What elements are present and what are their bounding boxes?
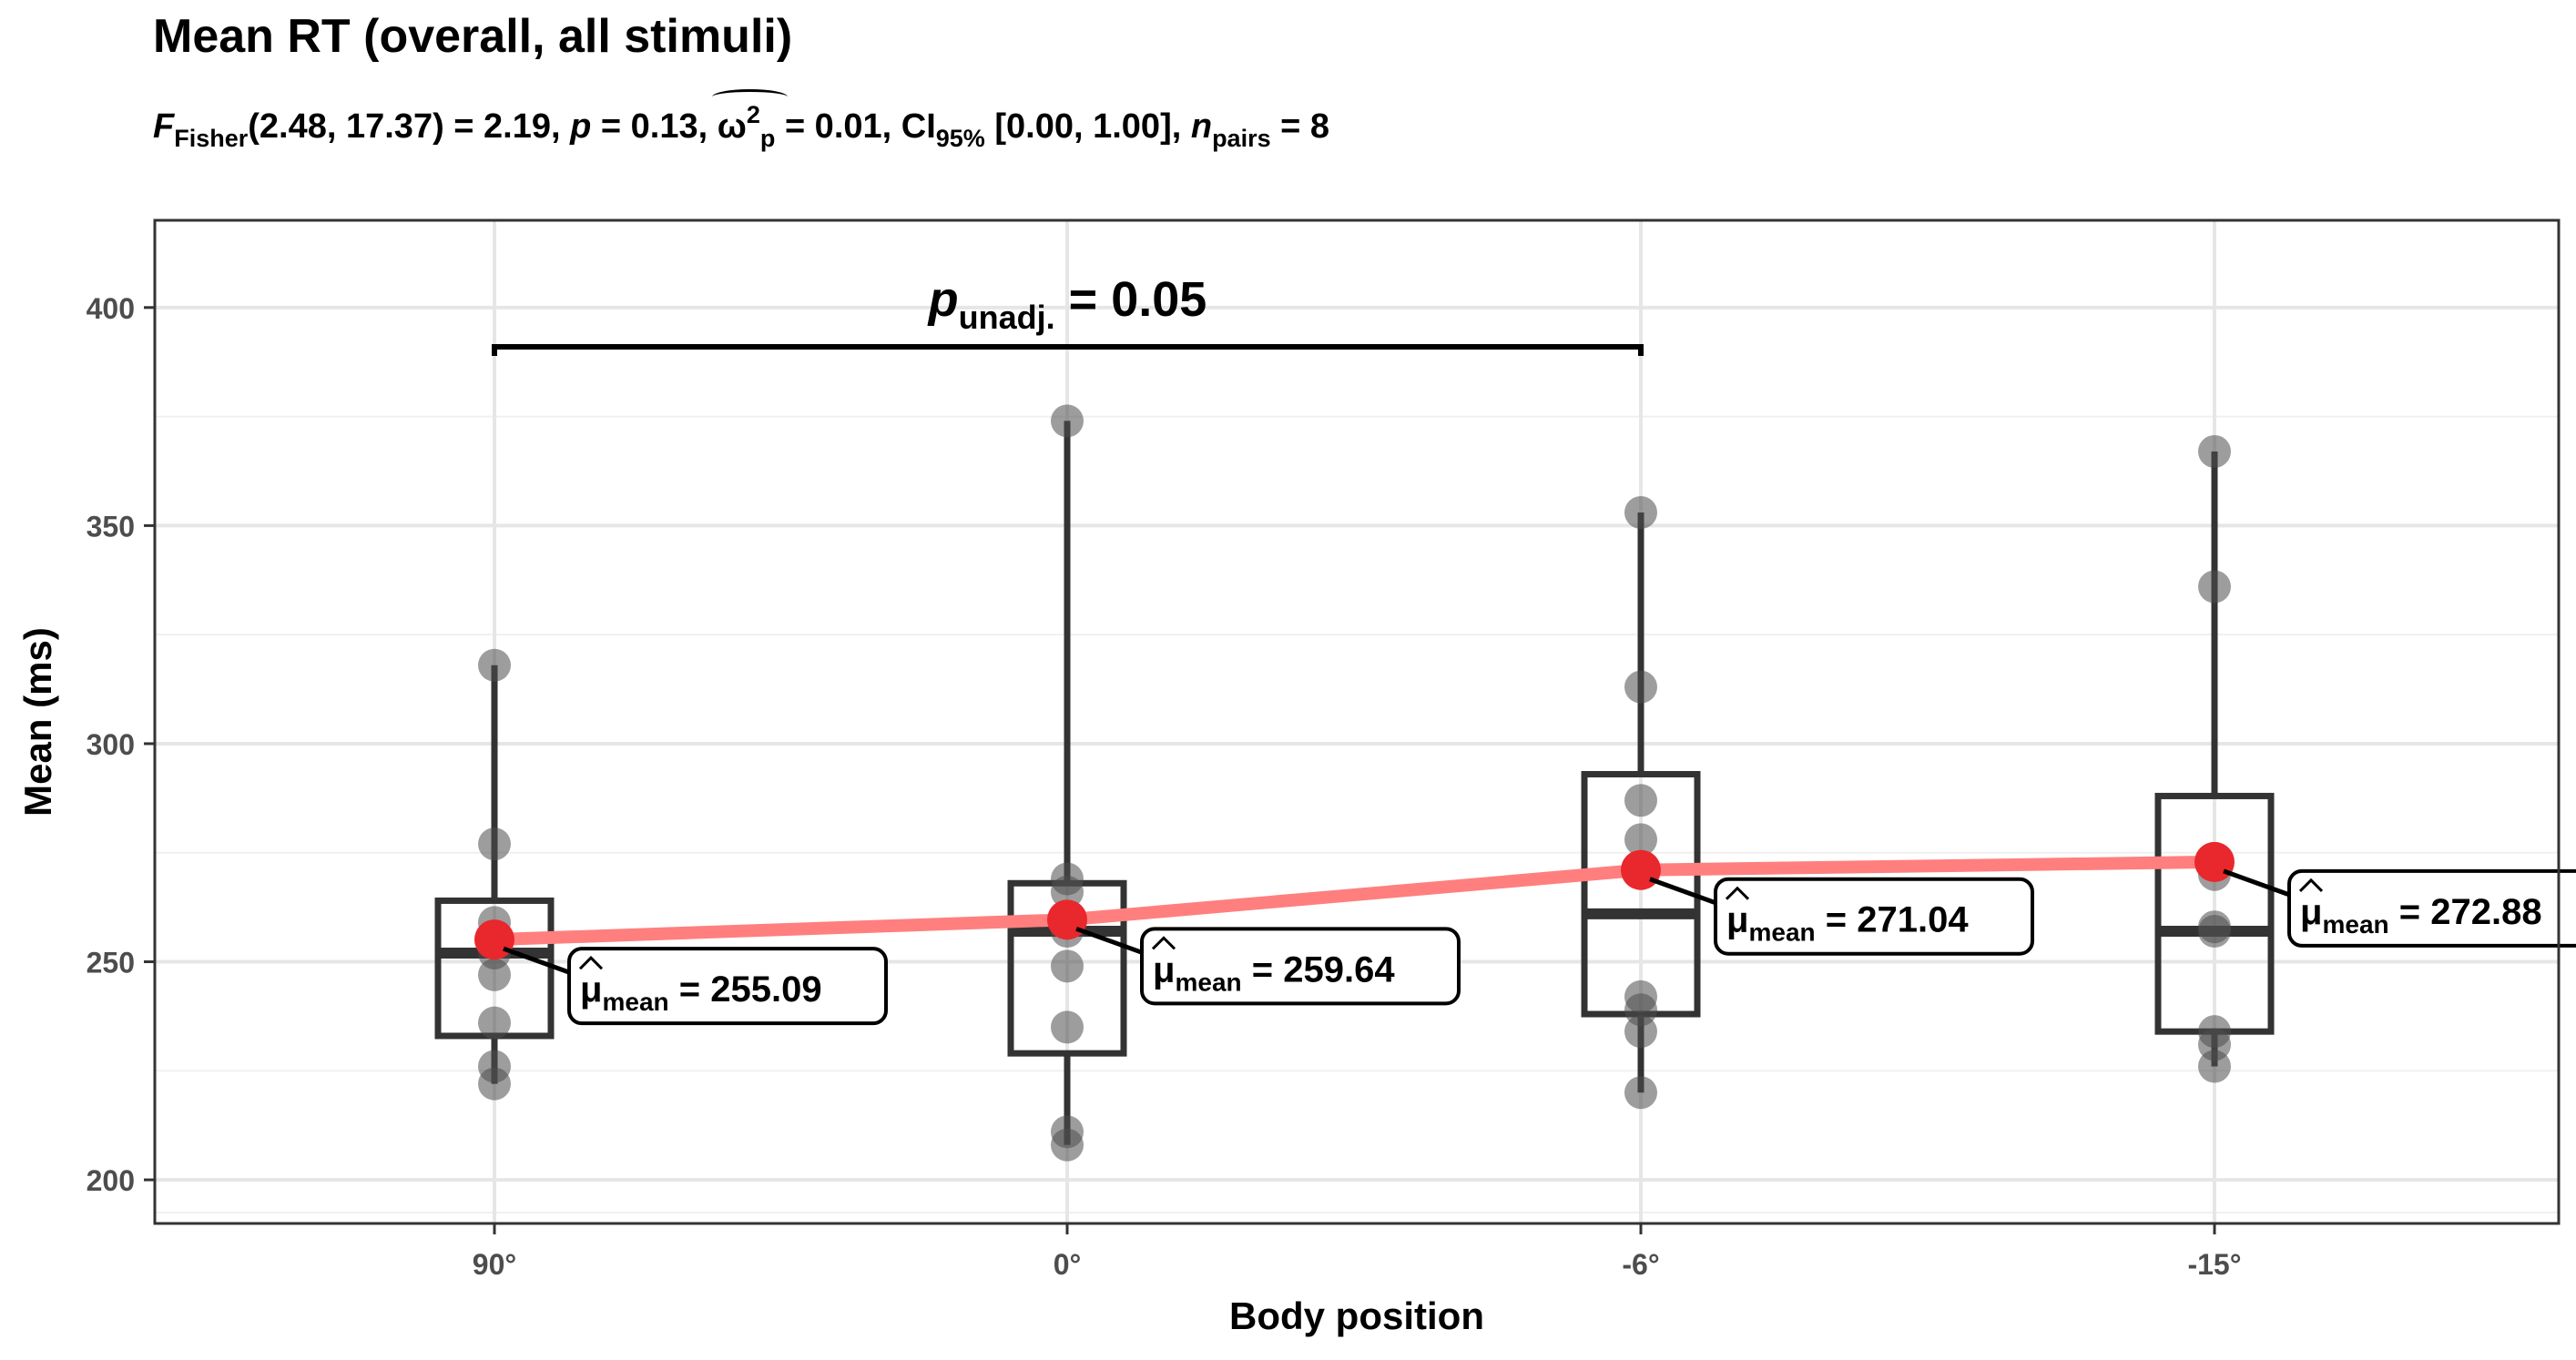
mean-point: [1621, 849, 1661, 890]
box-plots: [434, 421, 2275, 1145]
stat-name: F: [153, 107, 175, 146]
mean-label: μmean = 272.88: [2300, 892, 2542, 939]
label-leader: [2223, 868, 2290, 898]
y-tick-label: 200: [87, 1164, 135, 1197]
grid-lines: [155, 220, 2559, 1223]
data-point: [478, 1006, 511, 1040]
n-sub: pairs: [1212, 125, 1271, 152]
ci-label: CI: [901, 107, 936, 146]
comparison-label: punadj. = 0.05: [927, 272, 1207, 336]
data-points: [478, 404, 2231, 1162]
data-point: [478, 1067, 511, 1101]
label-box: [1714, 877, 2034, 956]
label-hat: [2298, 878, 2324, 892]
data-point: [1051, 949, 1084, 983]
label-leader: [1649, 877, 1716, 906]
label-leader: [503, 946, 570, 975]
data-point: [1624, 496, 1657, 530]
label-hat: [1725, 886, 1750, 900]
x-tick-label: 0°: [1054, 1248, 1082, 1281]
mean-labels: μmean = 255.09 μmean = 259.64 μmean = 271.…: [503, 868, 2576, 1026]
label-box: [567, 947, 888, 1026]
data-point: [1051, 1010, 1084, 1044]
data-point: [1051, 1128, 1084, 1162]
effect-sup: 2: [746, 101, 760, 128]
data-point: [1624, 1076, 1657, 1110]
chart-subtitle: FFisher(2.48, 17.37) = 2.19, p = 0.13, ω…: [153, 89, 1330, 152]
x-tick-label: -6°: [1622, 1248, 1659, 1281]
y-tick-label: 250: [87, 947, 135, 979]
data-point: [478, 827, 511, 861]
x-axis-title: Body position: [1229, 1294, 1484, 1337]
data-point: [1051, 404, 1084, 438]
x-tick-label: 90°: [473, 1248, 516, 1281]
stat-args: (2.48, 17.37) = 2.19,: [248, 107, 561, 146]
chart-title: Mean RT (overall, all stimuli): [153, 10, 793, 63]
data-point: [1624, 784, 1657, 817]
data-point: [1624, 670, 1657, 704]
y-tick-label: 300: [87, 728, 135, 761]
y-axis-title: Mean (ms): [16, 627, 59, 817]
mean-label: μmean = 271.04: [1726, 900, 1969, 947]
mean-point: [2194, 841, 2235, 882]
axes: 200 250 300 350 400 90° 0° -6° -15° Body position…: [16, 218, 2561, 1337]
y-tick-label: 400: [87, 292, 135, 325]
label-hat: [578, 956, 604, 970]
y-tick-label: 350: [87, 510, 135, 543]
ci-sub: 95%: [935, 125, 985, 152]
stat-sub: Fisher: [174, 125, 249, 152]
mean-label: μmean = 255.09: [580, 969, 822, 1016]
mean-line: [488, 855, 2221, 947]
data-point: [478, 648, 511, 682]
comparison-bracket: punadj. = 0.05: [492, 272, 1644, 356]
panel-border: [153, 218, 2561, 1225]
data-point: [1051, 875, 1084, 908]
data-point: [2198, 434, 2231, 468]
effect-label: ω2p: [711, 89, 788, 152]
label-leader: [1075, 926, 1143, 955]
data-point: [2198, 570, 2231, 604]
data-point: [1624, 823, 1657, 857]
x-tick-label: -15°: [2187, 1248, 2241, 1281]
label-hat: [1151, 936, 1176, 950]
label-box: [2287, 868, 2576, 948]
data-point: [2198, 1050, 2231, 1083]
p-value: = 0.13,: [600, 107, 708, 146]
mean-point: [1047, 899, 1087, 940]
n-label: n: [1190, 107, 1213, 146]
effect-sub: p: [759, 125, 776, 152]
label-box: [1140, 927, 1461, 1006]
ci-value: [0.00, 1.00],: [994, 107, 1182, 146]
p-label: p: [570, 107, 592, 146]
data-point: [1624, 1015, 1657, 1049]
mean-label: μmean = 259.64: [1153, 949, 1395, 996]
comparison-line: [492, 343, 1644, 356]
effect-value: = 0.01,: [784, 107, 892, 146]
mean-point: [474, 919, 514, 960]
n-value: = 8: [1280, 107, 1330, 146]
data-point: [2198, 914, 2231, 948]
